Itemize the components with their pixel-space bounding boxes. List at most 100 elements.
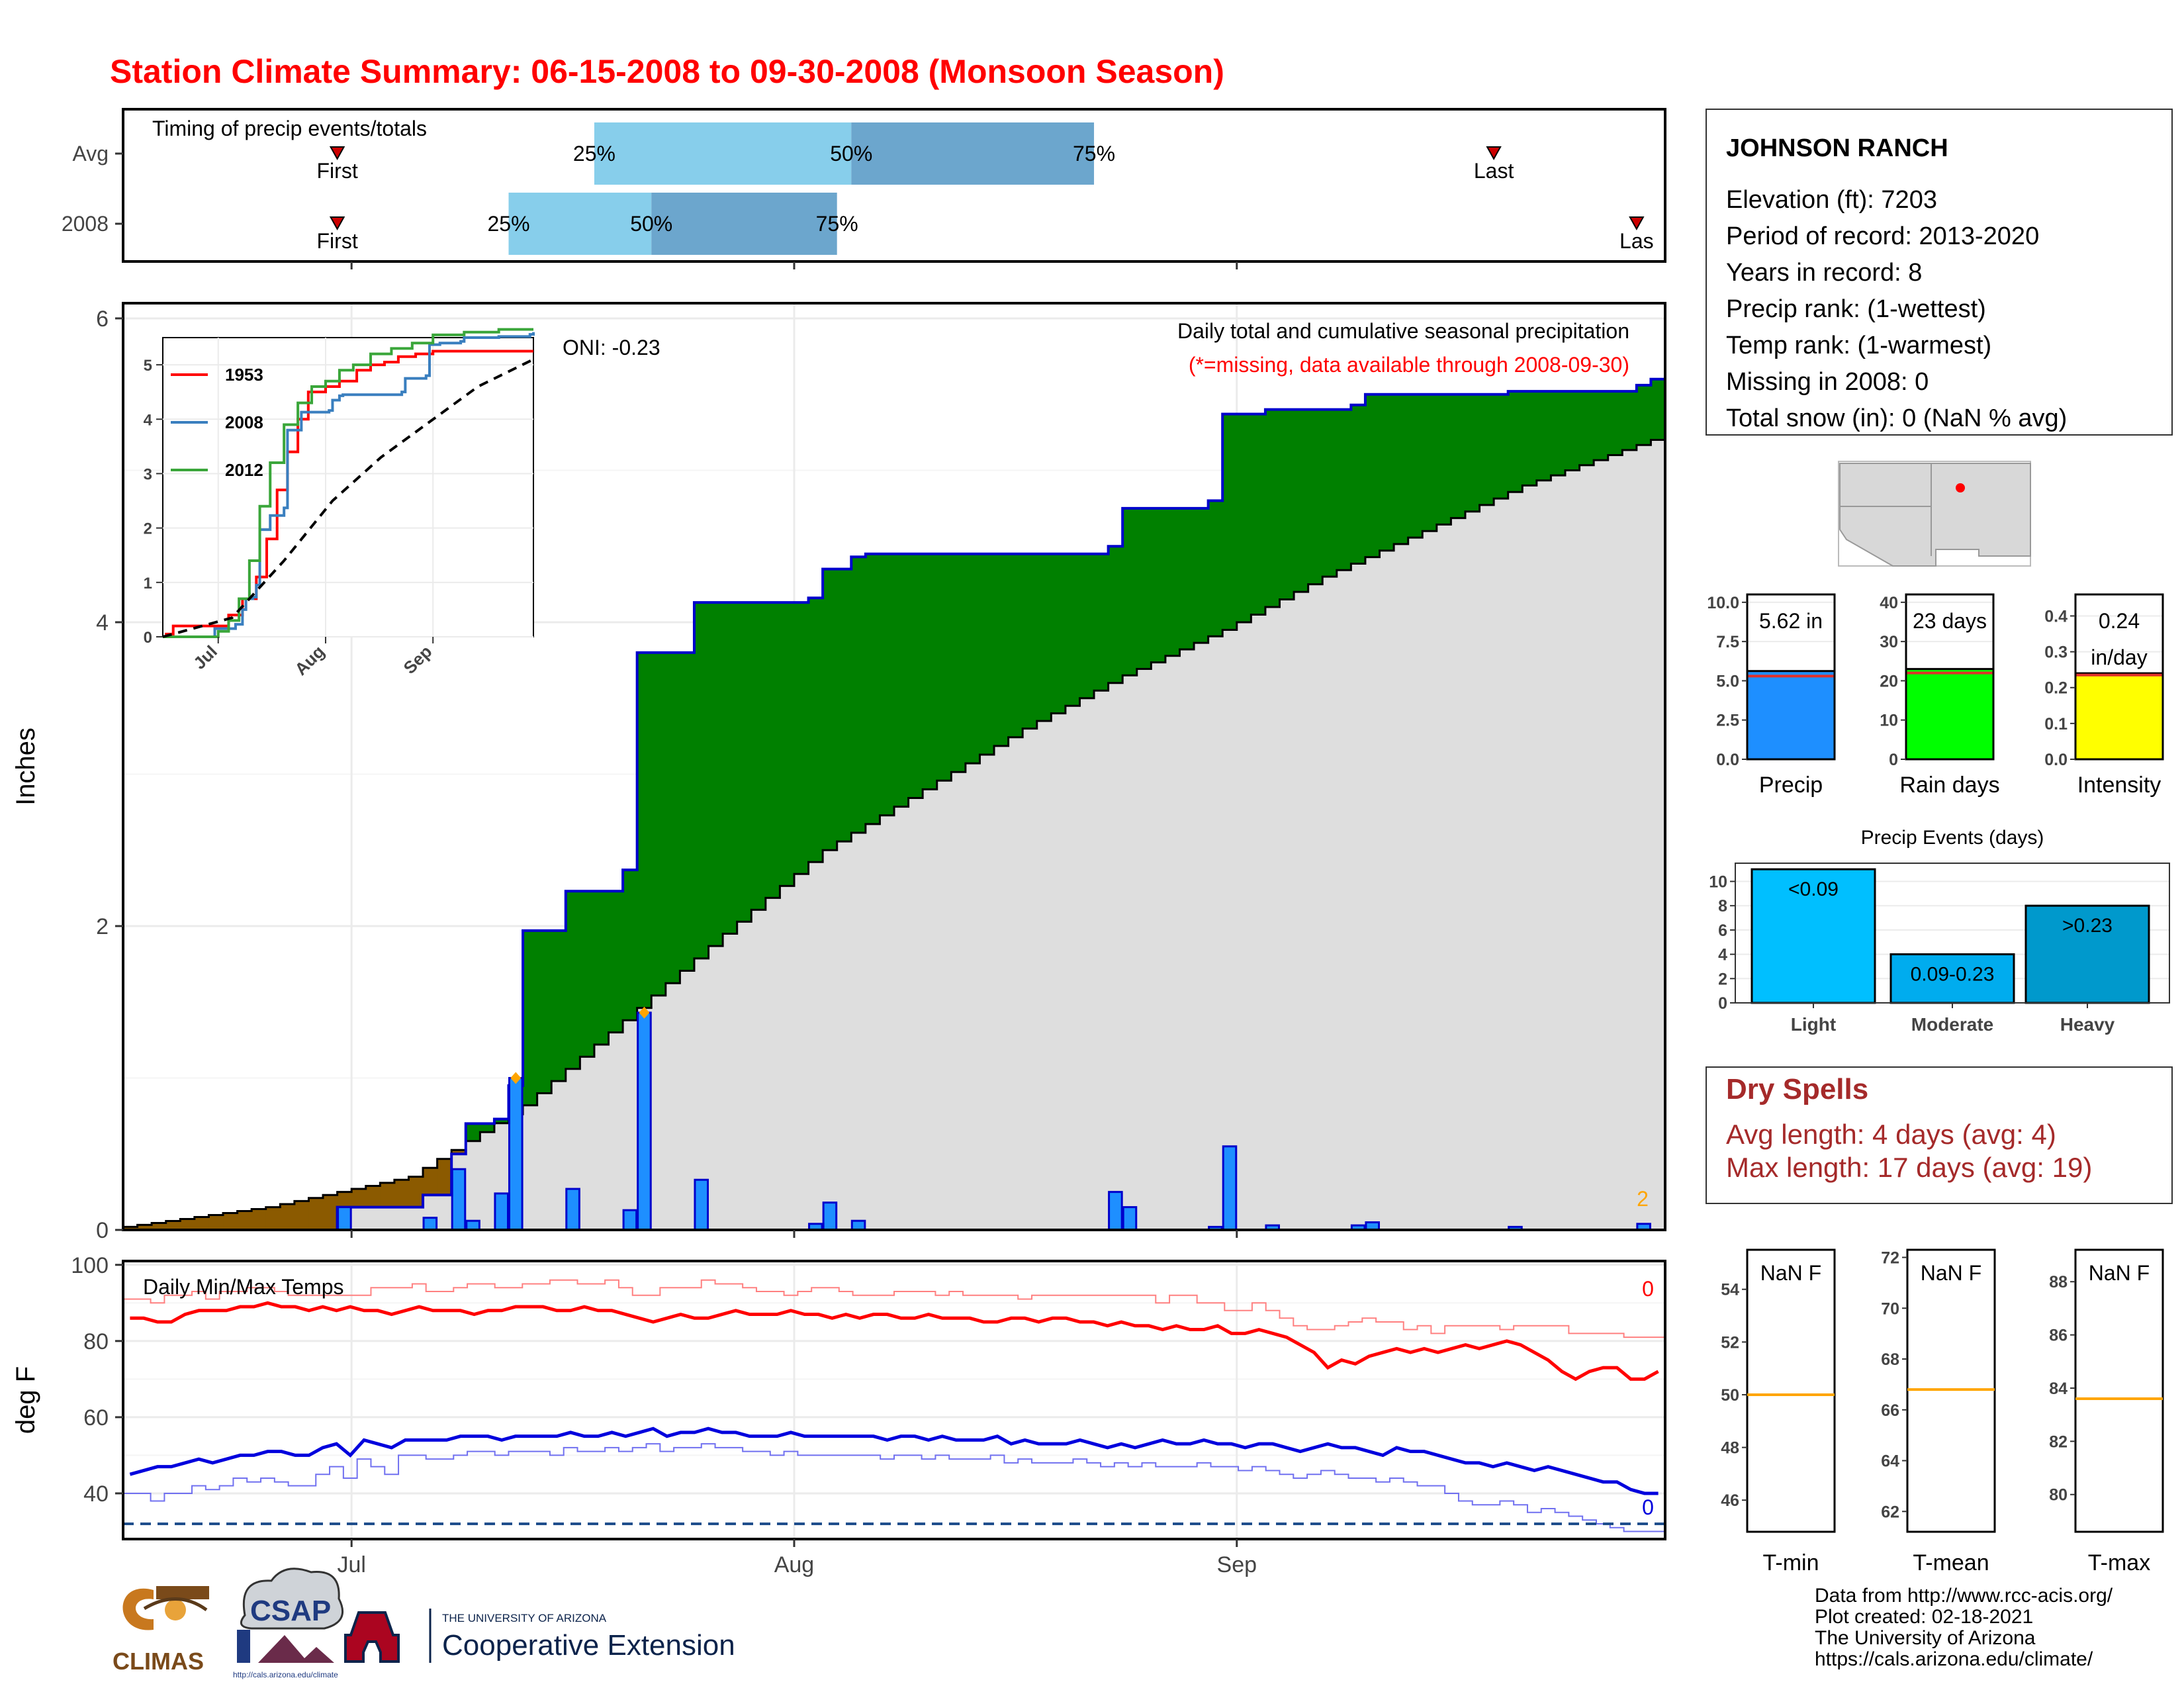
temp-y-tick-label: 80 (83, 1329, 109, 1354)
timing-quartile-dark (851, 122, 1095, 185)
footer-credits: Data from http://www.rcc-acis.org/ Plot … (1815, 1585, 2113, 1670)
inset-legend-label: 2008 (225, 412, 263, 432)
total-y-tick-label: 20 (1880, 672, 1898, 690)
first-event-marker (329, 146, 345, 161)
timing-q25-label: 25% (487, 212, 529, 236)
below-average-area (380, 1182, 395, 1207)
timing-row-label: Avg (72, 142, 109, 165)
total-y-tick-label: 7.5 (1716, 633, 1739, 651)
inset-legend-label: 1953 (225, 365, 263, 385)
above-average-area (1036, 553, 1052, 722)
above-average-area (1136, 508, 1152, 669)
above-average-area (894, 553, 909, 807)
timing-q50-label: 50% (630, 212, 672, 236)
events-category-label: Light (1791, 1014, 1836, 1035)
dry-spells-box: Dry Spells Avg length: 4 days (avg: 4) M… (1706, 1066, 2173, 1204)
above-average-area (1608, 391, 1623, 455)
above-average-area (1222, 414, 1238, 630)
below-average-area (237, 1211, 252, 1230)
station-snow: Total snow (in): 0 (NaN % avg) (1726, 404, 2067, 432)
daily-precip-bar (465, 1219, 480, 1231)
above-average-area (1165, 508, 1181, 656)
figure-title: Station Climate Summary: 06-15-2008 to 0… (110, 53, 1224, 90)
y-tick-label: 2 (96, 914, 109, 939)
above-average-area (951, 553, 966, 773)
temp-summary-label: T-min (1763, 1550, 1819, 1575)
above-average-area (723, 602, 738, 934)
above-average-area (1294, 409, 1309, 592)
temp-summary-y-tick-label: 54 (1721, 1281, 1739, 1299)
total-y-tick-label: 0.0 (2044, 751, 2068, 769)
daily-precip-bar (1222, 1145, 1238, 1231)
above-average-area (1079, 553, 1095, 698)
precip-panel-title: Daily total and cumulative seasonal prec… (1177, 319, 1629, 343)
total-y-tick-label: 5.0 (1716, 672, 1739, 690)
above-average-area (837, 569, 852, 842)
seasonal-temperature-panels: NaN F 46 48 50 52 54 T-min NaN F 62 64 66 68 70 72 T-m… (1721, 1248, 2164, 1575)
above-average-area (551, 930, 567, 1082)
above-average-area (1479, 394, 1494, 505)
average-cumulative-area (123, 440, 1665, 1230)
below-average-area (123, 1227, 138, 1230)
daily-precip-bar (1108, 1191, 1123, 1231)
above-average-area (1336, 409, 1351, 571)
below-average-area (365, 1186, 381, 1207)
last-event-label: Las (1619, 229, 1654, 253)
above-average-area (737, 602, 752, 922)
above-average-area (908, 553, 923, 798)
temp-summary-y-tick-label: 48 (1721, 1439, 1739, 1458)
above-average-area (680, 652, 695, 971)
dry-spells-title: Dry Spells (1726, 1073, 1868, 1105)
x-tick-label: Aug (774, 1552, 815, 1577)
above-average-area (1551, 391, 1566, 476)
above-average-area (1436, 394, 1451, 525)
temp-summary-y-tick-label: 52 (1721, 1333, 1739, 1352)
above-average-area (780, 602, 795, 886)
daily-precip-bar (337, 1206, 352, 1231)
dry-spells-avg: Avg length: 4 days (avg: 4) (1726, 1119, 2056, 1150)
above-average-area (1379, 394, 1394, 551)
csap-text: CSAP (250, 1595, 331, 1627)
station-precip-rank: Precip rank: (1-wettest) (1726, 295, 1986, 323)
below-average-area (351, 1189, 367, 1207)
above-average-area (1536, 391, 1552, 481)
above-average-area (708, 602, 723, 947)
above-average-area (1394, 394, 1409, 544)
above-average-area (694, 602, 709, 959)
below-average-area (337, 1192, 352, 1207)
events-y-tick-label: 10 (1709, 873, 1727, 892)
above-average-area (1579, 391, 1594, 465)
tmax-2008-line (123, 1279, 1665, 1338)
total-value-label: 23 days (1913, 609, 1987, 633)
below-average-area (394, 1180, 410, 1207)
temp-frame (122, 1260, 1666, 1540)
flagged-day-marker (639, 1006, 650, 1019)
temp-summary-y-tick-label: 62 (1881, 1503, 1899, 1521)
below-average-area (265, 1207, 281, 1230)
station-location-dot (1956, 483, 1965, 492)
above-average-area (880, 553, 895, 816)
above-average-area (1279, 409, 1295, 600)
total-bar (1905, 668, 1995, 761)
above-average-area (1422, 394, 1437, 532)
total-y-tick-label: 0.3 (2044, 643, 2068, 662)
below-average-area (408, 1176, 424, 1207)
total-y-tick-label: 10 (1880, 712, 1898, 730)
temp-summary-y-tick-label: 84 (2049, 1380, 2068, 1398)
temp-y-tick-label: 40 (83, 1481, 109, 1507)
below-average-area (423, 1168, 438, 1196)
cumulative-2008-line (123, 377, 1665, 1231)
total-panel-label: Precip (1759, 773, 1823, 798)
inset-series-line (163, 328, 533, 638)
timing-q25-label: 25% (573, 142, 615, 165)
temp-y-tick-label: 60 (83, 1405, 109, 1430)
inset-y-tick-label: 5 (144, 357, 152, 375)
total-value-label: 0.24 (2099, 609, 2140, 633)
first-event-label: First (317, 159, 358, 183)
above-average-area (1594, 391, 1609, 461)
temperature-panel: 40 60 80 100 Jul Aug Sep Daily Min/Max Temps 0 0 d… (11, 1253, 1666, 1577)
x-tick-label: Sep (1217, 1552, 1257, 1577)
inset-average-line (162, 358, 534, 638)
timing-quartile-dark (651, 193, 837, 255)
